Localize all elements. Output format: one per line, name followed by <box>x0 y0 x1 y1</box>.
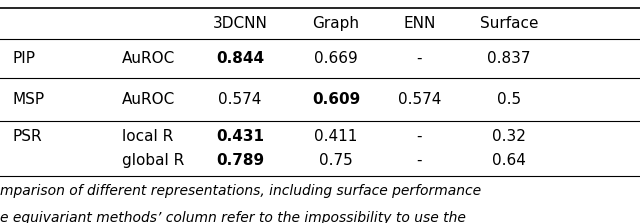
Text: AuROC: AuROC <box>122 92 175 107</box>
Text: 0.75: 0.75 <box>319 153 353 168</box>
Text: 0.32: 0.32 <box>492 129 525 144</box>
Text: ENN: ENN <box>403 16 435 31</box>
Text: 0.844: 0.844 <box>216 51 264 66</box>
Text: Graph: Graph <box>312 16 360 31</box>
Text: PIP: PIP <box>13 51 36 66</box>
Text: local R: local R <box>122 129 173 144</box>
Text: 0.609: 0.609 <box>312 92 360 107</box>
Text: -: - <box>417 153 422 168</box>
Text: 0.574: 0.574 <box>218 92 262 107</box>
Text: 0.411: 0.411 <box>314 129 358 144</box>
Text: -: - <box>417 129 422 144</box>
Text: mparison of different representations, including surface performance: mparison of different representations, i… <box>0 184 481 198</box>
Text: PSR: PSR <box>13 129 42 144</box>
Text: Surface: Surface <box>479 16 538 31</box>
Text: AuROC: AuROC <box>122 51 175 66</box>
Text: 0.789: 0.789 <box>216 153 264 168</box>
Text: e equivariant methods’ column refer to the impossibility to use the: e equivariant methods’ column refer to t… <box>0 211 466 223</box>
Text: 0.574: 0.574 <box>397 92 441 107</box>
Text: 3DCNN: 3DCNN <box>212 16 268 31</box>
Text: MSP: MSP <box>13 92 45 107</box>
Text: 0.669: 0.669 <box>314 51 358 66</box>
Text: 0.64: 0.64 <box>492 153 525 168</box>
Text: 0.837: 0.837 <box>487 51 531 66</box>
Text: -: - <box>417 51 422 66</box>
Text: global R: global R <box>122 153 184 168</box>
Text: 0.5: 0.5 <box>497 92 521 107</box>
Text: 0.431: 0.431 <box>216 129 264 144</box>
